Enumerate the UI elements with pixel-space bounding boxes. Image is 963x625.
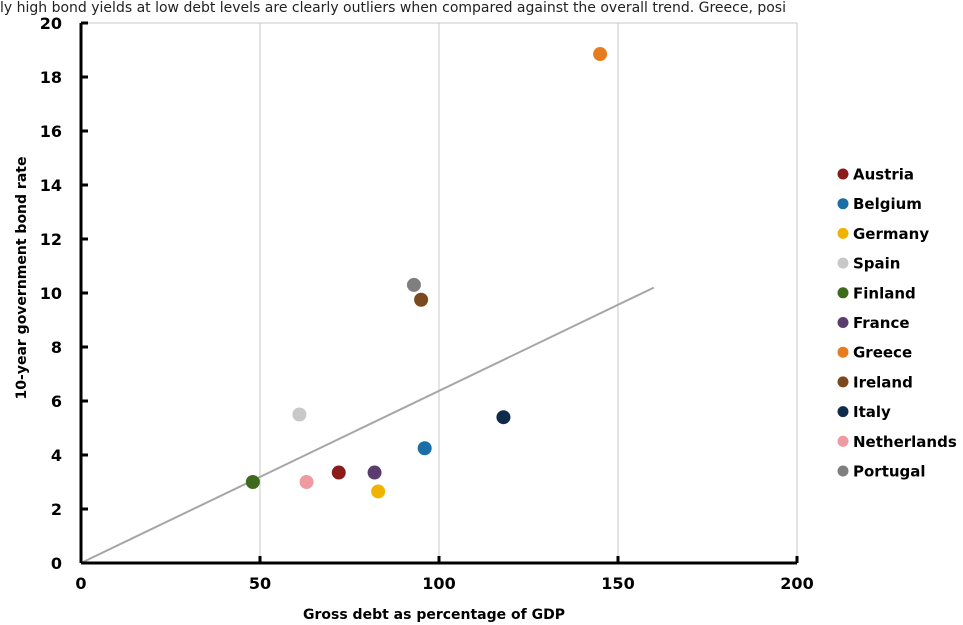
y-tick-label: 2 bbox=[51, 500, 62, 519]
y-tick-label: 0 bbox=[51, 554, 62, 573]
data-point-greece bbox=[593, 47, 608, 62]
data-point-netherlands bbox=[299, 475, 314, 489]
y-tick-label: 18 bbox=[40, 68, 62, 87]
legend-marker-netherlands bbox=[837, 435, 849, 447]
legend-marker-belgium bbox=[837, 198, 849, 210]
trendline bbox=[80, 286, 655, 564]
x-tick-label: 50 bbox=[249, 574, 271, 593]
legend-marker-austria bbox=[837, 168, 849, 180]
x-tick-label: 100 bbox=[422, 574, 455, 593]
legend-label-austria: Austria bbox=[853, 166, 914, 184]
legend-label-finland: Finland bbox=[853, 284, 916, 302]
legend-label-greece: Greece bbox=[853, 344, 912, 362]
legend-marker-portugal bbox=[837, 465, 849, 477]
legend-label-italy: Italy bbox=[853, 403, 891, 421]
data-point-spain bbox=[292, 407, 307, 422]
y-tick-label: 4 bbox=[51, 446, 62, 465]
data-point-italy bbox=[496, 410, 511, 425]
x-tick-labels: 0 50 100 150 200 bbox=[75, 556, 814, 593]
data-point-finland bbox=[245, 475, 260, 489]
legend-marker-finland bbox=[837, 287, 849, 299]
x-axis-title: Gross debt as percentage of GDP bbox=[303, 607, 565, 623]
legend-label-germany: Germany bbox=[853, 225, 929, 243]
legend-label-netherlands: Netherlands bbox=[853, 433, 957, 451]
y-axis-title: 10-year government bond rate bbox=[14, 157, 30, 400]
legend-label-spain: Spain bbox=[853, 255, 900, 273]
y-tick-label: 8 bbox=[51, 338, 62, 357]
data-point-germany bbox=[371, 484, 386, 499]
y-tick-label: 14 bbox=[40, 176, 62, 195]
data-point-ireland bbox=[414, 292, 429, 307]
data-point-france bbox=[367, 465, 382, 480]
data-point-portugal bbox=[406, 277, 421, 292]
y-tick-label: 12 bbox=[40, 230, 62, 249]
y-tick-label: 16 bbox=[40, 122, 62, 141]
legend-marker-ireland bbox=[837, 376, 849, 388]
legend-label-ireland: Ireland bbox=[853, 373, 913, 391]
y-tick-label: 10 bbox=[40, 284, 62, 303]
data-points bbox=[245, 47, 608, 499]
y-tick-label: 6 bbox=[51, 392, 62, 411]
gridlines bbox=[81, 22, 798, 563]
data-point-belgium bbox=[417, 441, 432, 456]
y-tick-label: 20 bbox=[40, 14, 62, 33]
legend-marker-spain bbox=[837, 257, 849, 269]
x-tick-label: 200 bbox=[780, 574, 813, 593]
legend-label-portugal: Portugal bbox=[853, 463, 926, 481]
legend-marker-germany bbox=[837, 227, 849, 239]
legend-marker-italy bbox=[837, 406, 849, 418]
legend-marker-greece bbox=[837, 346, 849, 358]
legend-marker-france bbox=[837, 317, 849, 328]
x-tick-label: 150 bbox=[601, 574, 634, 593]
data-point-austria bbox=[331, 465, 346, 480]
x-tick-label: 0 bbox=[75, 574, 86, 593]
legend-label-belgium: Belgium bbox=[853, 195, 922, 213]
y-tick-labels: 0 2 4 6 8 10 12 14 16 18 20 bbox=[40, 14, 88, 573]
legend-label-france: France bbox=[853, 314, 910, 332]
legend: Austria Belgium Germany Spain Finland France G… bbox=[837, 166, 957, 481]
caption-text: ly high bond yields at low debt levels a… bbox=[0, 0, 786, 16]
